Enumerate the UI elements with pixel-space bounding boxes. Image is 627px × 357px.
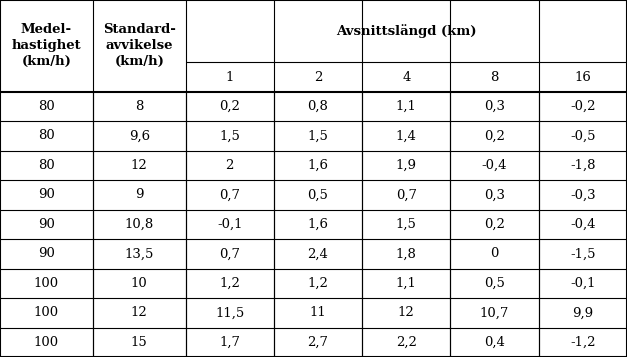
Text: 2,2: 2,2 (396, 336, 417, 349)
Text: -1,2: -1,2 (570, 336, 596, 349)
Text: 8: 8 (135, 100, 144, 113)
Text: 1,6: 1,6 (307, 218, 329, 231)
Text: 1,2: 1,2 (308, 277, 329, 290)
Text: -1,5: -1,5 (570, 247, 596, 260)
Text: 0,7: 0,7 (396, 188, 417, 201)
Text: 1: 1 (226, 71, 234, 84)
Text: 2: 2 (314, 71, 322, 84)
Text: 2,7: 2,7 (307, 336, 329, 349)
Text: 100: 100 (34, 306, 59, 319)
Text: 15: 15 (131, 336, 147, 349)
Text: 1,1: 1,1 (396, 277, 417, 290)
Text: 1,5: 1,5 (219, 130, 240, 142)
Text: 11: 11 (310, 306, 327, 319)
Text: 0,4: 0,4 (484, 336, 505, 349)
Text: 100: 100 (34, 336, 59, 349)
Text: -0,2: -0,2 (570, 100, 596, 113)
Text: 8: 8 (490, 71, 498, 84)
Text: 1,6: 1,6 (307, 159, 329, 172)
Text: 10,7: 10,7 (480, 306, 509, 319)
Text: 2,4: 2,4 (308, 247, 329, 260)
Text: -0,5: -0,5 (570, 130, 596, 142)
Text: 0,3: 0,3 (484, 188, 505, 201)
Text: 9,6: 9,6 (129, 130, 150, 142)
Text: -0,1: -0,1 (570, 277, 596, 290)
Text: 12: 12 (131, 306, 147, 319)
Text: 100: 100 (34, 277, 59, 290)
Text: 0,5: 0,5 (484, 277, 505, 290)
Text: 2: 2 (226, 159, 234, 172)
Text: 0,2: 0,2 (219, 100, 240, 113)
Text: 0,8: 0,8 (308, 100, 329, 113)
Text: 0,5: 0,5 (308, 188, 329, 201)
Text: 1,7: 1,7 (219, 336, 240, 349)
Text: 1,1: 1,1 (396, 100, 417, 113)
Text: 1,2: 1,2 (219, 277, 240, 290)
Text: 12: 12 (131, 159, 147, 172)
Text: -0,4: -0,4 (570, 218, 596, 231)
Text: 90: 90 (38, 188, 55, 201)
Text: -0,3: -0,3 (570, 188, 596, 201)
Text: 80: 80 (38, 130, 55, 142)
Text: Avsnittslängd (km): Avsnittslängd (km) (336, 24, 477, 38)
Text: 13,5: 13,5 (125, 247, 154, 260)
Text: 1,8: 1,8 (396, 247, 417, 260)
Text: 80: 80 (38, 159, 55, 172)
Text: 1,9: 1,9 (396, 159, 417, 172)
Text: 90: 90 (38, 218, 55, 231)
Text: 80: 80 (38, 100, 55, 113)
Text: 1,4: 1,4 (396, 130, 417, 142)
Text: 16: 16 (574, 71, 591, 84)
Text: -0,1: -0,1 (217, 218, 243, 231)
Text: 9,9: 9,9 (572, 306, 593, 319)
Text: 10: 10 (131, 277, 147, 290)
Text: -1,8: -1,8 (570, 159, 596, 172)
Text: 4: 4 (402, 71, 411, 84)
Text: 1,5: 1,5 (396, 218, 417, 231)
Text: 12: 12 (398, 306, 414, 319)
Text: 0,2: 0,2 (484, 218, 505, 231)
Text: 10,8: 10,8 (125, 218, 154, 231)
Text: 0,7: 0,7 (219, 247, 240, 260)
Text: 11,5: 11,5 (215, 306, 245, 319)
Text: Medel-
hastighet
(km/h): Medel- hastighet (km/h) (11, 23, 82, 69)
Text: -0,4: -0,4 (482, 159, 507, 172)
Text: 9: 9 (135, 188, 144, 201)
Text: 0: 0 (490, 247, 498, 260)
Text: 90: 90 (38, 247, 55, 260)
Text: 0,2: 0,2 (484, 130, 505, 142)
Text: 0,3: 0,3 (484, 100, 505, 113)
Text: 0,7: 0,7 (219, 188, 240, 201)
Text: Standard-
avvikelse
(km/h): Standard- avvikelse (km/h) (103, 23, 176, 69)
Text: 1,5: 1,5 (308, 130, 329, 142)
